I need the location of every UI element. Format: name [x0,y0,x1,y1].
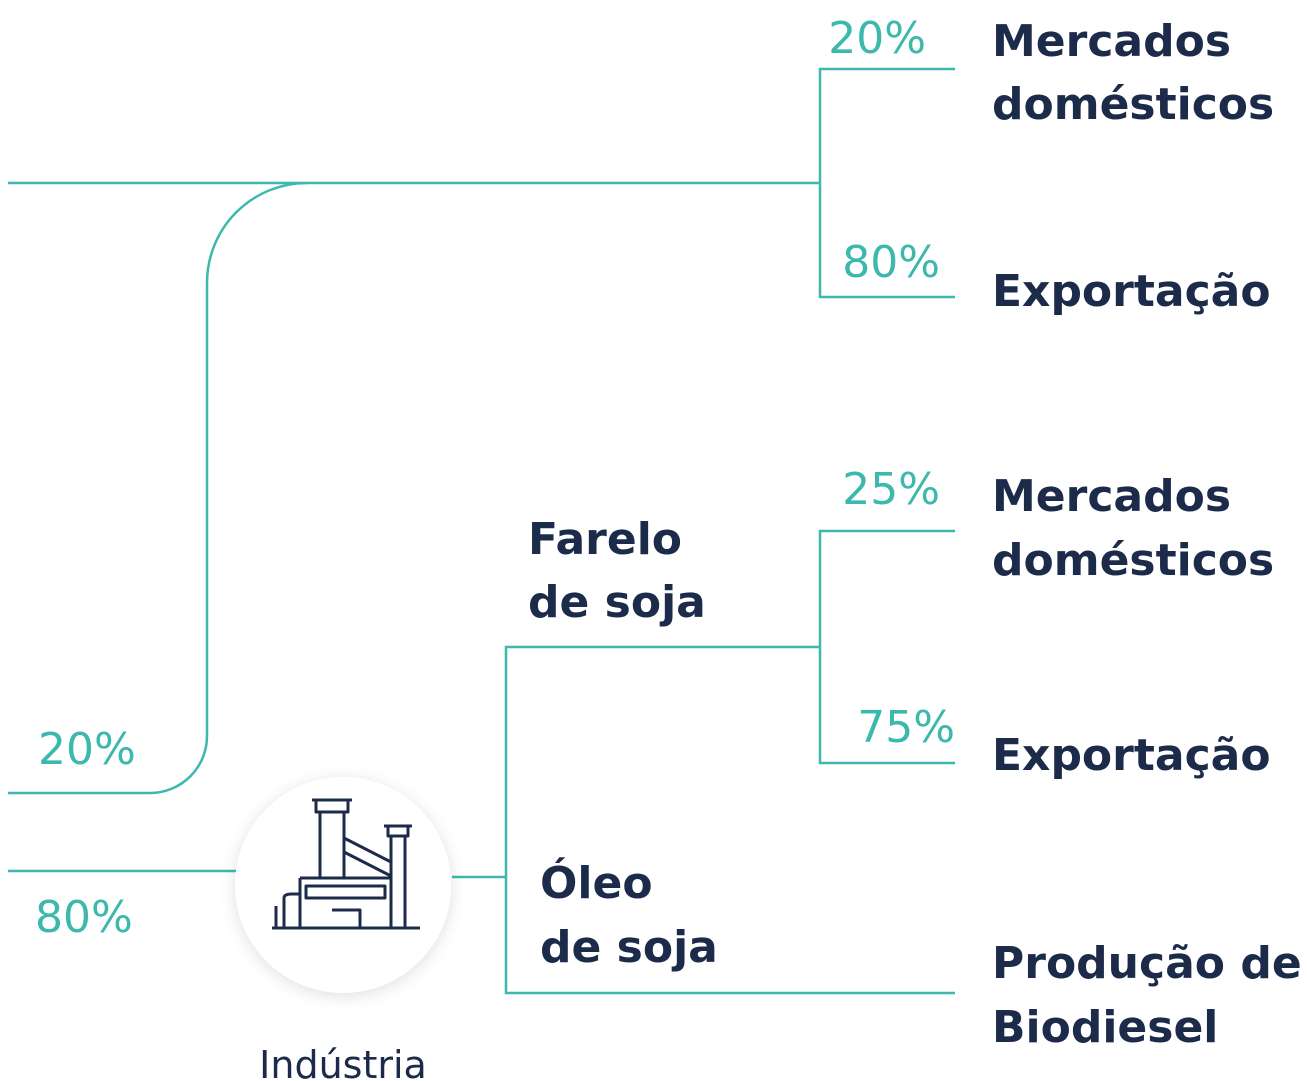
destination-label: Exportação [992,730,1271,781]
destination-share: 25% [842,464,940,515]
destination-share: 75% [857,702,955,753]
destination-label: Biodiesel [992,1002,1218,1053]
input-share: 80% [35,892,133,943]
destination-share: 20% [828,13,926,64]
flow-line [504,645,955,995]
factory-icon [272,798,420,930]
hub-label: Indústria [259,1043,427,1081]
input-share: 20% [38,724,136,775]
destination-label: Mercados [992,471,1231,522]
product-label: de soja [528,577,706,628]
flow-line [818,529,955,765]
destination-label: Mercados [992,16,1231,67]
destination-label: domésticos [992,79,1274,130]
destination-label: Exportação [992,266,1271,317]
product-label: de soja [540,922,718,973]
destination-share: 80% [842,237,940,288]
destination-label: domésticos [992,535,1274,586]
destination-label: Produção de [992,938,1302,989]
flow-lines [8,67,955,995]
flow-line [8,181,308,795]
flow-line [818,67,955,299]
product-label: Óleo [540,856,653,909]
product-label: Farelo [528,514,682,565]
